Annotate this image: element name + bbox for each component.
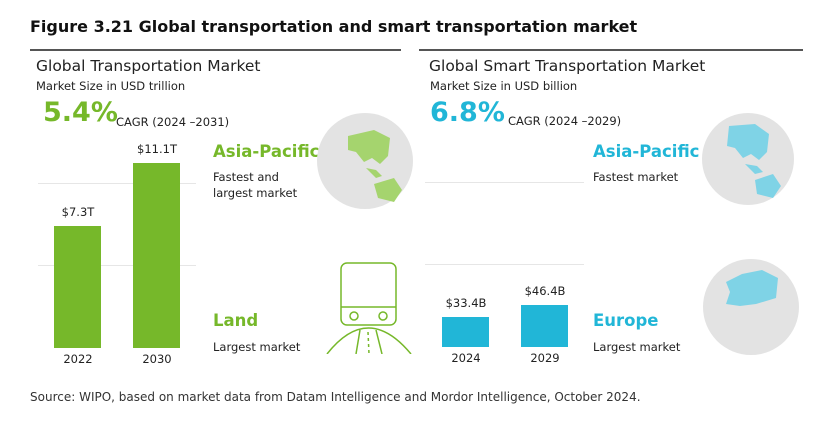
cagr-value: 6.8% <box>430 97 505 128</box>
panel-title: Global Transportation Market <box>36 57 261 75</box>
bus-road-icon <box>326 262 412 354</box>
region-desc: Largest market <box>593 340 681 354</box>
panel-title: Global Smart Transportation Market <box>429 57 706 75</box>
bar <box>54 226 101 348</box>
region-desc: Largest market <box>213 340 301 354</box>
source-note: Source: WIPO, based on market data from … <box>30 390 641 404</box>
gridline <box>425 182 584 183</box>
gridline <box>38 183 196 184</box>
cagr-label: CAGR (2024 –2031) <box>116 115 230 129</box>
region-label: Asia-Pacific <box>593 142 700 161</box>
panel-subtitle: Market Size in USD billion <box>430 79 578 93</box>
bar <box>521 305 568 347</box>
globe-europe-icon <box>703 259 799 355</box>
desc-line: Fastest and <box>213 170 279 184</box>
region-desc: Fastest and largest market <box>213 169 297 201</box>
data-label: $33.4B <box>445 295 487 310</box>
desc-line: largest market <box>213 186 298 200</box>
category-label: 2022 <box>63 352 93 366</box>
panel-subtitle: Market Size in USD trillion <box>36 79 186 93</box>
region-label: Europe <box>593 311 659 330</box>
data-label: $7.3T <box>61 205 95 220</box>
globe-asia-pacific-icon <box>317 113 413 209</box>
region-desc: Fastest market <box>593 170 679 184</box>
cagr-value: 5.4% <box>43 97 118 128</box>
category-label: 2030 <box>142 352 172 366</box>
data-label: $46.4B <box>524 284 566 298</box>
cagr-label: CAGR (2024 –2029) <box>508 114 622 128</box>
globe-asia-pacific-icon <box>702 113 794 205</box>
region-label: Land <box>213 311 259 330</box>
category-label: 2029 <box>530 351 560 365</box>
bar <box>133 162 180 348</box>
figure-title: Figure 3.21 Global transportation and sm… <box>30 17 638 36</box>
gridline <box>38 265 196 266</box>
gridline <box>425 264 584 265</box>
data-label: $11.1T <box>137 141 177 156</box>
divider <box>30 49 401 51</box>
divider <box>419 49 803 51</box>
category-label: 2024 <box>451 351 481 365</box>
region-label: Asia-Pacific <box>213 142 320 161</box>
bar <box>442 316 489 347</box>
